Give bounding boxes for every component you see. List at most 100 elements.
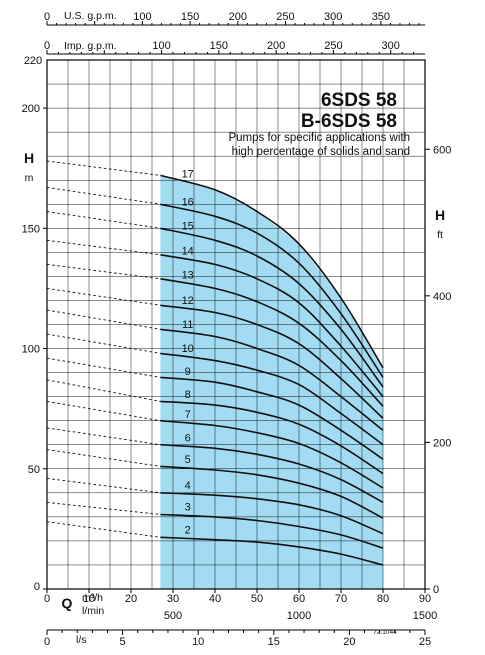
y-left-tick-label: 150	[22, 223, 40, 235]
x-main-tick-label: 50	[251, 593, 263, 605]
curve-11	[160, 328, 384, 431]
curve-label-6: 6	[185, 433, 191, 445]
curve-label-3: 3	[185, 502, 191, 514]
curve-extension-2	[46, 521, 161, 538]
x-main-tick-label: 0	[44, 593, 50, 605]
y-left-tick-label: 200	[22, 103, 40, 115]
x-main-tick-label: 90	[419, 593, 431, 605]
y-right-axis-unit: ft	[437, 229, 443, 241]
y-right-tick-label: 200	[433, 437, 451, 449]
curve-13	[160, 278, 384, 407]
y-right-tick-label: 600	[433, 144, 451, 156]
x-impgpm-tick-label: 300	[382, 40, 400, 52]
x-impgpm-tick-label: 0	[44, 40, 50, 52]
curve-extension-12	[46, 287, 161, 306]
curve-layer: 2 3 4 5 6 7 8 9 10 11 12 13 14 15 16 17	[46, 160, 384, 566]
curve-extension-11	[46, 309, 161, 330]
curve-label-14: 14	[182, 246, 194, 258]
chart-title: 6SDS 58	[321, 90, 397, 111]
curve-label-15: 15	[182, 220, 194, 232]
x-main-tick-label: 60	[293, 593, 305, 605]
curve-extension-16	[46, 186, 161, 205]
y-left-tick-label: 100	[22, 344, 40, 356]
x-main-tick-label: 30	[167, 593, 179, 605]
curve-9	[160, 376, 384, 460]
curve-8	[160, 400, 384, 475]
plot-frame	[46, 59, 426, 590]
curve-extension-5	[46, 449, 161, 467]
x-main-tick-label: 70	[335, 593, 347, 605]
x-ls-tick-label: 10	[192, 636, 204, 648]
x-ls-tick-label: 5	[120, 636, 126, 648]
figure-code: 72.1044	[373, 629, 397, 636]
x-lmin-tick-label: 1500	[413, 610, 437, 622]
curve-extension-13	[46, 263, 161, 280]
curve-extension-4	[46, 477, 161, 494]
y-right-tick-label: 400	[433, 291, 451, 303]
x-impgpm-axis-label: Imp. g.p.m.	[64, 40, 117, 52]
curve-7	[160, 419, 384, 489]
curve-extension-10	[46, 333, 161, 354]
x-usgpm-tick-label: 250	[276, 11, 294, 23]
curve-label-11: 11	[182, 319, 193, 331]
y-left-tick-label: 0	[34, 581, 40, 593]
operating-range-band	[160, 175, 383, 589]
x-usgpm-tick-label: 150	[181, 11, 199, 23]
x-main-tick-label: 10	[83, 593, 95, 605]
x-ls-tick-label: 20	[343, 636, 355, 648]
x-axis-unit-lmin: l/min	[82, 605, 104, 617]
curve-10	[160, 352, 384, 446]
chart-subtitle-line-1: Pumps for specific applications with	[228, 132, 410, 144]
y-left-axis-unit: m	[25, 172, 34, 184]
x-ls-tick-label: 0	[44, 636, 50, 648]
curve-label-8: 8	[185, 389, 191, 401]
curve-extension-8	[46, 379, 161, 402]
curve-6	[160, 443, 384, 504]
curve-extension-9	[46, 357, 161, 378]
x-impgpm-tick-label: 250	[324, 40, 342, 52]
y-right-tick-label: 0	[433, 584, 439, 596]
curve-label-12: 12	[182, 295, 194, 307]
x-lmin-tick-label: 1000	[287, 610, 311, 622]
x-axis-label: Q	[62, 595, 73, 611]
x-main-tick-label: 20	[125, 593, 137, 605]
curve-label-13: 13	[182, 270, 194, 282]
x-ls-tick-label: 15	[268, 636, 280, 648]
y-left-axis-label: H	[24, 150, 34, 166]
curve-2	[160, 536, 384, 566]
x-ls-tick-label: 25	[419, 636, 431, 648]
y-left-tick-label: 50	[28, 464, 40, 476]
chart-title-2: B-6SDS 58	[301, 111, 397, 132]
title-block: 6SDS 58 B-6SDS 58 Pumps for specific app…	[228, 90, 410, 158]
curve-14	[160, 254, 384, 398]
curve-15	[160, 227, 384, 388]
curve-3	[160, 513, 384, 549]
x-usgpm-tick-label: 0	[44, 11, 50, 23]
curve-extension-17	[46, 160, 161, 176]
curve-extension-6	[46, 427, 161, 446]
x-impgpm-tick-label: 200	[267, 40, 285, 52]
x-ls-axis-unit: l/s	[76, 634, 87, 646]
y-left-tick-label: 220	[24, 55, 42, 67]
y-right-axis-label: H	[435, 207, 445, 223]
x-main-tick-label: 80	[377, 593, 389, 605]
curve-17	[160, 174, 384, 369]
curve-label-5: 5	[185, 454, 191, 466]
curve-label-9: 9	[185, 366, 191, 378]
curve-label-4: 4	[185, 480, 191, 492]
curve-extension-3	[46, 501, 161, 515]
x-impgpm-tick-label: 100	[152, 40, 170, 52]
x-usgpm-tick-label: 100	[133, 11, 151, 23]
curve-5	[160, 465, 384, 519]
curve-12	[160, 304, 384, 419]
x-impgpm-tick-label: 150	[210, 40, 228, 52]
x-usgpm-tick-label: 200	[229, 11, 247, 23]
curve-label-17: 17	[182, 169, 194, 181]
chart-subtitle-line-2: high percentage of solids and sand	[232, 146, 410, 158]
x-lmin-tick-label: 500	[164, 610, 182, 622]
x-usgpm-axis-label: U.S. g.p.m.	[64, 10, 117, 22]
curve-label-2: 2	[185, 525, 191, 537]
x-usgpm-tick-label: 300	[324, 11, 342, 23]
